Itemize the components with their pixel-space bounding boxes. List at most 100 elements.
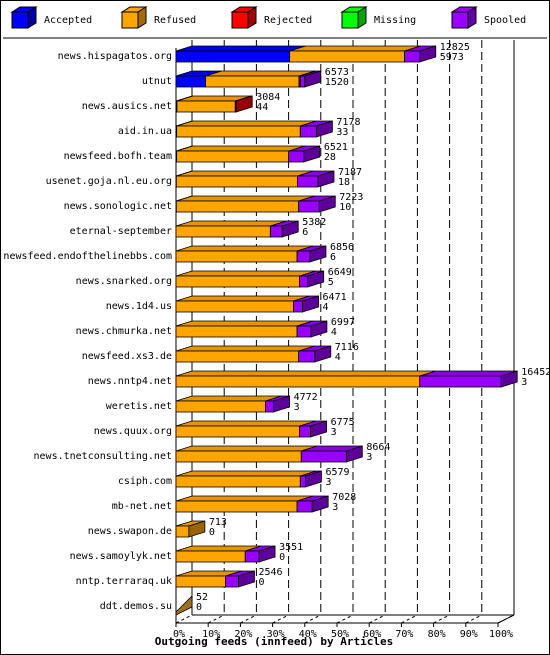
value-offered-label: 52 [196, 592, 208, 603]
legend-label-missing: Missing [374, 15, 416, 26]
legend-swatch-side [27, 6, 37, 29]
x-tick-labels: 0% 10% 20% 30% 40% 50% 60% 70% 80% 90% 100% [173, 629, 513, 640]
floor-gridline-90 [465, 614, 483, 624]
bar-side-face [305, 470, 322, 488]
legend-label-refused: Refused [154, 15, 196, 26]
bar-news-chmurka-net [175, 320, 328, 338]
bar-side-face [309, 245, 327, 263]
bar-top-face [175, 495, 314, 502]
bar-side-face [315, 120, 333, 138]
legend-swatch-refused [121, 11, 139, 29]
value-accepted-label: 0 [209, 527, 215, 538]
bar-top-face [176, 170, 314, 177]
bar-segment-refused [175, 420, 316, 438]
value-accepted-label: 3 [325, 477, 331, 488]
legend-item-missing: Missing [340, 6, 416, 29]
legend-item-spooled: Spooled [450, 6, 526, 29]
bar-top-face [175, 345, 315, 352]
bar-side-face [307, 270, 325, 288]
bar-empty-marker [175, 595, 193, 616]
bar-top-face [175, 295, 310, 302]
bar-front-face [175, 250, 298, 263]
bar-top-face [175, 245, 314, 252]
bar-front-face [175, 400, 266, 413]
floor-gridline-50 [336, 614, 354, 624]
bar-front-face [296, 500, 313, 513]
value-accepted-label: 0 [279, 552, 285, 563]
bar-front-face [299, 125, 317, 138]
bar-side-face [317, 170, 335, 188]
bar-front-face [176, 125, 301, 138]
bar-front-face [299, 275, 309, 288]
bar-front-face [419, 375, 502, 388]
legend: Accepted Refused Rejected Missing Spooled [10, 6, 526, 29]
bar-front-face [296, 325, 312, 338]
bar-segment-refused [175, 470, 317, 488]
bar-top-face [175, 445, 318, 452]
bar-front-face [175, 375, 421, 388]
bar-segment-refused [176, 145, 305, 163]
legend-swatch-accepted [11, 11, 29, 29]
legend-swatch-missing [341, 11, 359, 29]
value-accepted-label: 3 [521, 377, 527, 388]
value-offered-label: 4772 [294, 392, 318, 403]
value-offered-label: 6997 [331, 317, 355, 328]
bar-front-face [175, 175, 298, 188]
bar-top-face [175, 270, 316, 277]
legend-swatch-side [247, 6, 257, 29]
value-offered-label: 7178 [336, 117, 360, 128]
x-tick-label: 40% [299, 629, 317, 640]
x-tick-label: 10% [202, 629, 220, 640]
bar-front-face [175, 550, 246, 563]
bar-side-face [318, 195, 336, 213]
value-offered-label: 16452 [521, 367, 550, 378]
bar-segment-refused [175, 370, 436, 388]
legend-label-rejected: Rejected [264, 15, 312, 26]
bar-side-face [273, 395, 290, 413]
x-tick-label: 50% [331, 629, 349, 640]
legend-label-spooled: Spooled [484, 15, 526, 26]
bar-news-samoylyk-net [175, 545, 276, 563]
bar-front-face [404, 50, 421, 63]
floor-gridline-80 [433, 614, 450, 624]
value-offered-label: 8664 [366, 442, 390, 453]
category-label: news.1d4.us [106, 301, 172, 312]
floor-gridline-20 [240, 614, 257, 624]
bar-segment-refused [289, 45, 421, 63]
bar-usenet-goja-nl-eu-org [175, 170, 335, 188]
bar-segment-accepted [175, 45, 306, 63]
bar-front-face [296, 175, 319, 188]
floor-gridline-60 [368, 614, 386, 624]
bar-eternal-september [175, 220, 299, 238]
value-accepted-label: 4 [323, 302, 329, 313]
category-label: newsfeed.bofh.team [64, 151, 172, 162]
bar-front-face [288, 150, 305, 163]
bar-front-face [175, 325, 298, 338]
value-accepted-label: 0 [258, 577, 264, 588]
bar-newsfeed-bofh-team [175, 145, 321, 163]
bar-side-face [235, 95, 253, 113]
bar-segment-refused [175, 170, 314, 188]
bar-news-1d4-us [175, 295, 319, 313]
category-label: news.samoylyk.net [70, 551, 172, 562]
bar-segment-refused [175, 270, 316, 288]
category-label: news.nntp4.net [88, 376, 172, 387]
bar-segment-refused [175, 445, 318, 463]
bar-top-face [175, 470, 317, 477]
bar-top-face [175, 395, 282, 402]
category-label: mb-net.net [112, 501, 172, 512]
category-label: news.tnetconsulting.net [34, 451, 172, 462]
bar-top-face [176, 145, 305, 152]
bar-segment-refused [175, 495, 314, 513]
value-accepted-label: 1520 [325, 77, 349, 88]
bar-front-face [300, 450, 347, 463]
value-accepted-label: 6 [330, 252, 336, 263]
bar-segment-refused [175, 220, 287, 238]
value-accepted-label: 18 [338, 177, 350, 188]
bar-side-face [188, 520, 206, 538]
bar-segment-refused [175, 320, 314, 338]
floor-gridline-100 [497, 614, 515, 624]
category-label: aid.in.ua [118, 126, 172, 137]
value-offered-label: 7028 [332, 492, 356, 503]
